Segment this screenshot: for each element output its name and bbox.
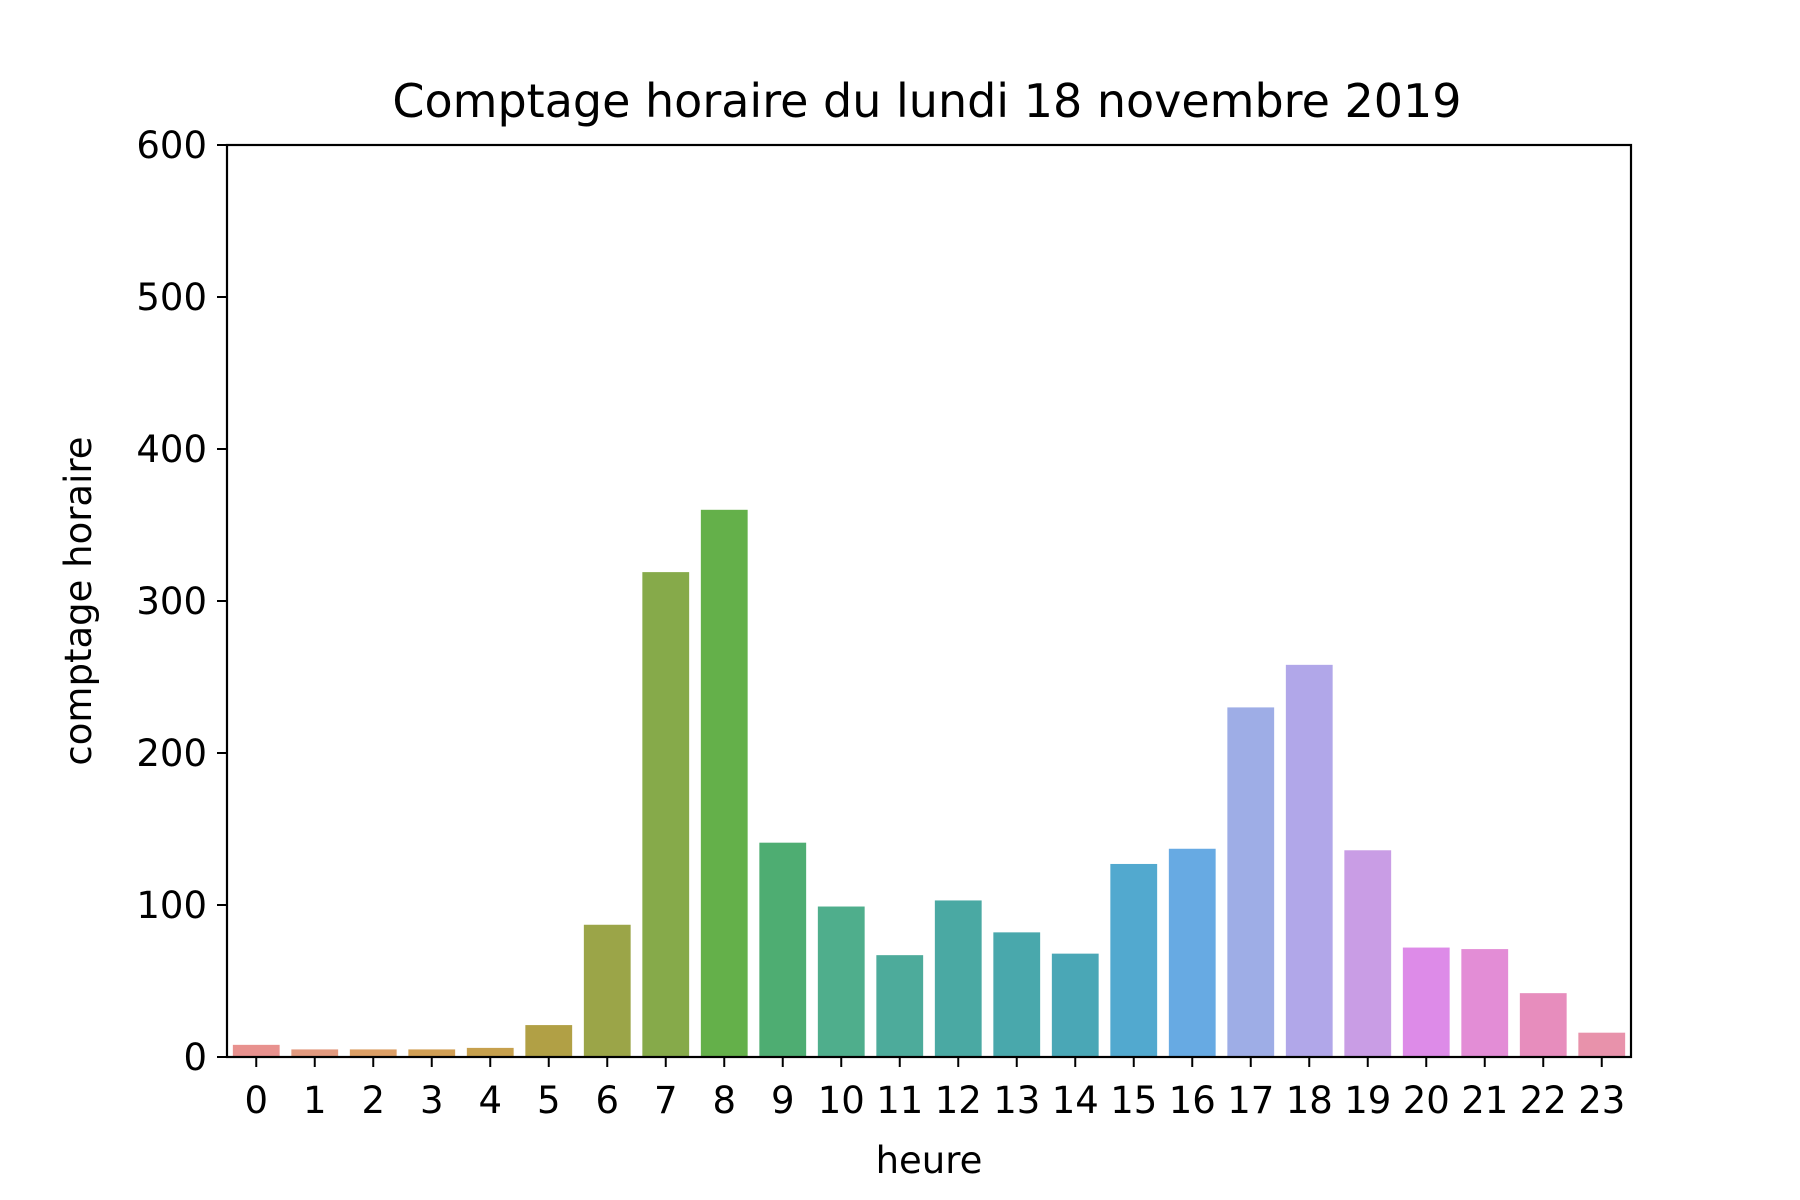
bar-18 <box>1285 664 1333 1057</box>
x-tick-label: 22 <box>1520 1079 1567 1122</box>
chart-title: Comptage horaire du lundi 18 novembre 20… <box>392 74 1461 128</box>
y-tick-label: 300 <box>136 580 207 623</box>
x-tick-label: 15 <box>1110 1079 1157 1122</box>
x-tick-label: 8 <box>712 1079 736 1122</box>
x-tick-label: 7 <box>654 1079 678 1122</box>
x-tick-label: 12 <box>935 1079 982 1122</box>
bars-group <box>232 509 1626 1057</box>
bar-15 <box>1110 863 1158 1057</box>
x-tick-label: 13 <box>993 1079 1040 1122</box>
bar-11 <box>876 955 924 1057</box>
bar-9 <box>759 842 807 1057</box>
bar-13 <box>993 932 1041 1057</box>
bar-22 <box>1519 993 1567 1057</box>
x-tick-label: 19 <box>1344 1079 1391 1122</box>
bar-3 <box>408 1049 456 1057</box>
bar-8 <box>700 509 748 1057</box>
x-tick-label: 21 <box>1461 1079 1508 1122</box>
bar-4 <box>466 1047 514 1057</box>
plot-frame <box>225 143 1633 1059</box>
x-axis-label: heure <box>876 1139 983 1182</box>
y-tick-label: 600 <box>136 124 207 167</box>
y-axis-label: comptage horaire <box>57 436 100 765</box>
bar-5 <box>525 1025 573 1057</box>
bar-16 <box>1168 848 1216 1057</box>
y-axis: 0 100 200 300 400 500 600 <box>136 124 227 1079</box>
x-tick-label: 1 <box>303 1079 327 1122</box>
x-tick-label: 16 <box>1169 1079 1216 1122</box>
bar-17 <box>1227 707 1275 1057</box>
bar-12 <box>934 900 982 1057</box>
x-tick-label: 14 <box>1052 1079 1099 1122</box>
x-tick-label: 4 <box>478 1079 502 1122</box>
bar-14 <box>1051 953 1099 1057</box>
x-tick-label: 17 <box>1227 1079 1274 1122</box>
x-tick-label: 0 <box>244 1079 268 1122</box>
x-tick-label: 23 <box>1578 1079 1625 1122</box>
y-tick-label: 0 <box>183 1036 207 1079</box>
bar-6 <box>583 924 631 1057</box>
x-tick-label: 10 <box>818 1079 865 1122</box>
x-tick-label: 6 <box>595 1079 619 1122</box>
bar-7 <box>642 572 690 1057</box>
x-axis: 0 1 2 3 4 5 6 7 8 9 10 11 12 13 14 15 16 17 18 19 20 21 22 23 <box>244 1057 1625 1122</box>
x-tick-label: 2 <box>361 1079 385 1122</box>
bar-10 <box>817 906 865 1057</box>
y-tick-label: 400 <box>136 428 207 471</box>
bar-1 <box>291 1049 339 1057</box>
bar-2 <box>349 1049 397 1057</box>
bar-0 <box>232 1044 280 1057</box>
y-tick-label: 100 <box>136 884 207 927</box>
x-tick-label: 9 <box>771 1079 795 1122</box>
bar-23 <box>1578 1032 1626 1057</box>
x-tick-label: 5 <box>537 1079 561 1122</box>
x-tick-label: 3 <box>420 1079 444 1122</box>
x-tick-label: 20 <box>1403 1079 1450 1122</box>
bar-19 <box>1344 850 1392 1057</box>
bar-20 <box>1402 947 1450 1057</box>
y-tick-label: 200 <box>136 732 207 775</box>
x-tick-label: 18 <box>1286 1079 1333 1122</box>
bar-21 <box>1461 949 1509 1057</box>
x-tick-label: 11 <box>876 1079 923 1122</box>
y-tick-label: 500 <box>136 276 207 319</box>
